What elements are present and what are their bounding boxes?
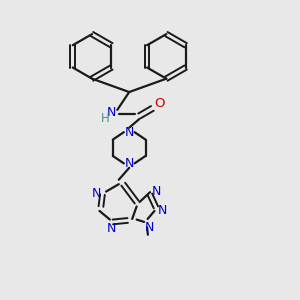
Text: N: N (151, 184, 160, 197)
Text: N: N (145, 221, 154, 234)
Text: N: N (107, 106, 116, 119)
Text: N: N (124, 157, 134, 170)
Text: N: N (107, 222, 116, 235)
Text: N: N (124, 126, 134, 139)
Text: N: N (158, 204, 167, 217)
Text: O: O (154, 97, 165, 110)
Text: H: H (101, 112, 110, 125)
Text: N: N (92, 187, 101, 200)
